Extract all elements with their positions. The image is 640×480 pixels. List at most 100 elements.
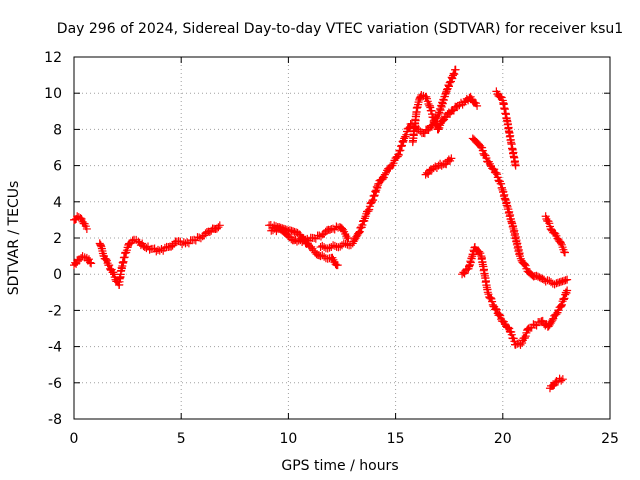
data-point-run: [443, 65, 459, 93]
data-point-run: [80, 219, 90, 231]
data-point-run: [544, 314, 558, 331]
data-point-run: [493, 90, 506, 102]
data-point-run: [142, 242, 154, 254]
data-point-run: [285, 226, 302, 237]
data-point-run: [105, 261, 116, 275]
grid-lines: [74, 57, 610, 419]
series-arc-11: [492, 87, 520, 170]
data-point-run: [409, 104, 421, 145]
data-point-run: [208, 223, 223, 233]
data-point-run: [71, 215, 81, 224]
y-axis-label: SDTVAR / TECUs: [6, 181, 22, 296]
x-axis-label: GPS time / hours: [281, 458, 398, 474]
data-point-run: [349, 229, 363, 246]
series-arc-5: [267, 222, 353, 246]
data-point-run: [442, 108, 455, 122]
data-point-run: [394, 136, 408, 159]
data-point-run: [135, 238, 148, 251]
data-point: [451, 65, 460, 74]
data-point-run: [362, 198, 376, 218]
series-arc-12: [541, 212, 569, 257]
series-arc-8: [468, 134, 572, 289]
y-tick-label: 8: [53, 122, 62, 138]
y-tick-label: -6: [48, 376, 62, 392]
data-point: [333, 261, 342, 270]
data-point: [434, 125, 443, 134]
data-point-run: [75, 254, 86, 264]
x-tick-label: 20: [494, 431, 512, 447]
series-arc-13: [545, 374, 567, 393]
chart-title: Day 296 of 2024, Sidereal Day-to-day VTE…: [57, 21, 623, 37]
series-arc-1: [70, 212, 91, 233]
y-tick-label: -4: [48, 340, 62, 356]
data-point: [563, 286, 572, 295]
data-point-run: [420, 125, 433, 138]
x-tick-label: 15: [387, 431, 405, 447]
data-point-run: [542, 215, 556, 234]
data-point-run: [71, 256, 82, 268]
data-point-run: [436, 159, 448, 170]
data-point-run: [311, 231, 325, 243]
data-point-run: [320, 225, 334, 238]
data-point-run: [477, 253, 492, 294]
data-point-run: [368, 181, 382, 205]
data-point: [344, 234, 353, 242]
data-point: [447, 154, 456, 163]
data-point-run: [77, 214, 87, 226]
series-arc-10: [458, 243, 572, 349]
data-point-run: [435, 115, 449, 132]
data-point-run: [429, 162, 441, 173]
y-tick-label: 10: [44, 86, 62, 102]
data-point-run: [355, 214, 369, 236]
x-tick-label: 10: [279, 431, 297, 447]
data-point-run: [509, 226, 524, 259]
data-point-run: [127, 236, 137, 247]
data-point: [511, 161, 520, 170]
data-point-run: [148, 244, 162, 256]
data-point: [556, 302, 565, 311]
data-point-run: [499, 317, 513, 332]
data-point-run: [435, 87, 451, 117]
data-point-run: [518, 325, 532, 345]
data-point-run: [100, 254, 112, 268]
series-arc-2: [70, 252, 96, 270]
data-point-run: [538, 316, 551, 330]
data-point-run: [375, 173, 388, 185]
data-point-run: [470, 135, 485, 150]
data-point-run: [497, 179, 511, 208]
data-point-run: [503, 202, 518, 231]
x-tick-label: 5: [177, 431, 186, 447]
data-point: [380, 170, 389, 179]
data-point-run: [318, 241, 334, 253]
data-point-run: [547, 378, 560, 390]
y-tick-label: 12: [44, 50, 62, 66]
series-arc-9: [421, 154, 456, 179]
x-tick-label: 0: [70, 431, 79, 447]
data-point-run: [467, 95, 480, 108]
y-tick-label: 4: [53, 195, 62, 211]
data-point-run: [532, 318, 544, 330]
y-tick-label: 2: [53, 231, 62, 247]
data-point: [541, 277, 550, 286]
axis-ticks: 0 5 10 15 20 25 -8 -6 -4 -2 0 2 4 6 8 10 12: [44, 50, 619, 447]
series-arc-6: [316, 65, 460, 253]
data-point: [560, 248, 569, 257]
data-point-run: [503, 117, 516, 147]
series-arc-3: [95, 221, 224, 290]
data-point-run: [516, 254, 530, 270]
y-tick-label: 0: [53, 267, 62, 283]
y-tick-label: 6: [53, 159, 62, 175]
data-point-run: [200, 227, 214, 240]
data-point: [82, 224, 91, 233]
data-point: [473, 101, 482, 110]
data-point-run: [382, 163, 395, 177]
data-point-run: [339, 239, 355, 250]
data-point-run: [490, 168, 504, 186]
data-points: [70, 65, 572, 393]
y-tick-label: -8: [48, 412, 62, 428]
data-point-run: [549, 228, 562, 243]
data-point: [348, 239, 357, 248]
data-point-run: [461, 93, 474, 106]
data-point: [355, 228, 364, 237]
